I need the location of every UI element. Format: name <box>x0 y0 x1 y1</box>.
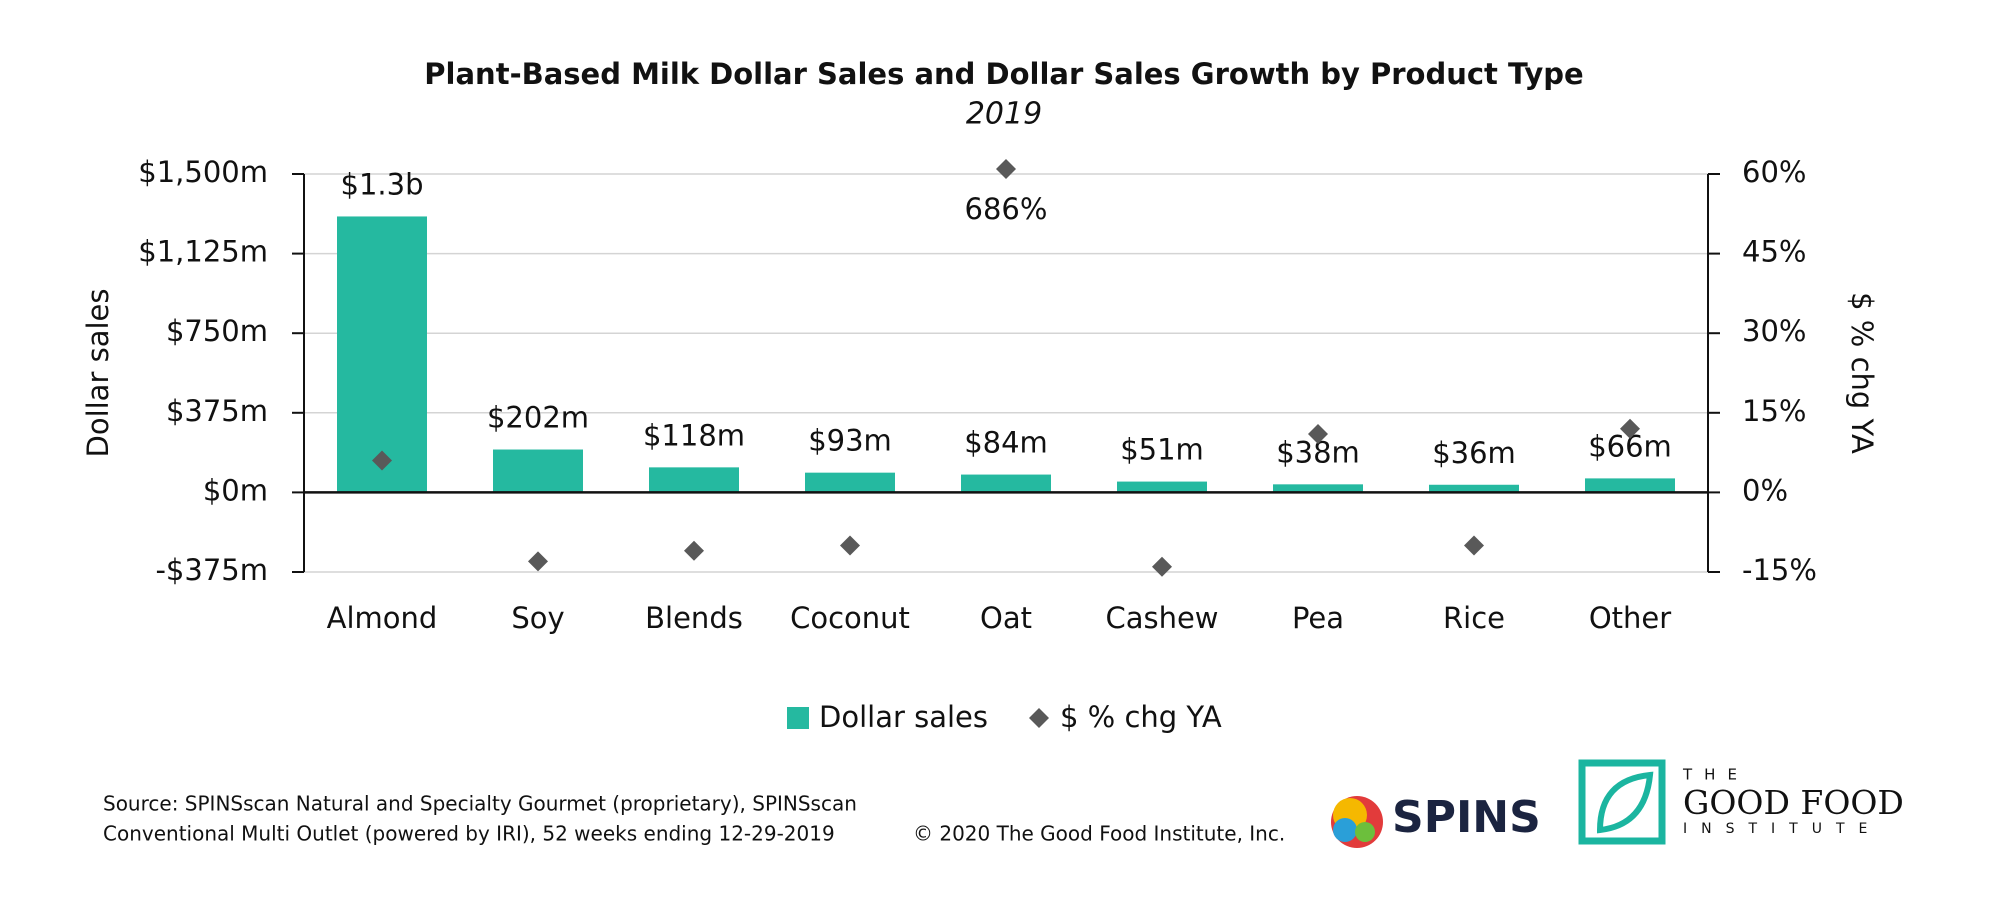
legend-swatch <box>787 707 809 729</box>
y2-tick-label: 45% <box>1742 235 1806 269</box>
y2-tick-label: -15% <box>1742 553 1817 587</box>
bar <box>1585 478 1675 493</box>
diamond-marker <box>372 450 392 471</box>
gfi-logo: THE GOOD FOOD INSTITUTE <box>1578 759 1904 845</box>
gfi-logo-text: THE <box>1682 766 1749 784</box>
x-tick-label: Blends <box>645 601 743 635</box>
y-axis-label: Dollar sales <box>81 289 115 458</box>
bar <box>961 474 1051 493</box>
data-label: $1.3b <box>341 167 424 201</box>
y-tick-label: $1,500m <box>138 155 268 189</box>
source-line: Conventional Multi Outlet (powered by IR… <box>103 822 835 846</box>
logo-icon <box>1596 771 1654 834</box>
spins-logo: SPINS <box>1331 792 1541 848</box>
y2-tick-label: 30% <box>1742 314 1806 348</box>
diamond-marker <box>1464 535 1484 556</box>
bar <box>805 472 895 493</box>
diamond-marker <box>840 535 860 556</box>
bar <box>649 467 739 493</box>
gfi-logo-text: GOOD FOOD <box>1683 783 1904 822</box>
y2-axis-label: $ % chg YA <box>1845 292 1879 454</box>
chart-title: Plant-Based Milk Dollar Sales and Dollar… <box>424 57 1583 91</box>
data-label: $36m <box>1432 436 1516 470</box>
data-label: 686% <box>965 192 1048 226</box>
y2-tick-label: 0% <box>1742 473 1788 507</box>
x-tick-label: Coconut <box>790 601 910 635</box>
legend-label: $ % chg YA <box>1060 700 1222 734</box>
x-tick-label: Other <box>1589 601 1671 635</box>
data-label: $93m <box>808 424 892 458</box>
spins-logo-text: SPINS <box>1392 792 1541 843</box>
gfi-logo-text: INSTITUTE <box>1683 821 1881 837</box>
data-label: $84m <box>964 426 1048 460</box>
legend-label: Dollar sales <box>819 700 988 734</box>
bar <box>337 216 427 493</box>
y-tick-label: -$375m <box>155 553 268 587</box>
bar <box>1273 484 1363 493</box>
x-tick-label: Almond <box>327 601 438 635</box>
data-label: $51m <box>1120 433 1204 467</box>
source-line: Source: SPINSscan Natural and Specialty … <box>103 792 857 816</box>
diamond-marker <box>996 159 1016 179</box>
y-tick-label: $375m <box>166 394 268 428</box>
logo-icon <box>1355 822 1375 842</box>
y-tick-label: $750m <box>166 314 268 348</box>
copyright: © 2020 The Good Food Institute, Inc. <box>913 822 1285 846</box>
legend-swatch <box>1029 708 1049 728</box>
data-label: $118m <box>643 418 745 452</box>
diamond-marker <box>684 540 704 561</box>
y-tick-label: $1,125m <box>138 235 268 269</box>
y2-tick-label: 60% <box>1742 155 1806 189</box>
x-tick-label: Rice <box>1443 601 1505 635</box>
x-tick-label: Oat <box>980 601 1032 635</box>
bar <box>493 449 583 493</box>
x-tick-label: Pea <box>1292 601 1344 635</box>
logo-icon <box>1333 818 1357 842</box>
diamond-marker <box>528 551 548 572</box>
x-tick-label: Soy <box>511 601 564 635</box>
data-label: $202m <box>487 401 589 435</box>
diamond-marker <box>1308 424 1328 445</box>
logo-icon <box>1578 759 1666 845</box>
y-tick-label: $0m <box>203 473 268 507</box>
bar <box>1429 484 1519 493</box>
diamond-marker <box>1620 418 1640 439</box>
diamond-marker <box>1152 556 1172 577</box>
chart-subtitle: 2019 <box>966 97 1042 132</box>
bar <box>1117 481 1207 493</box>
x-tick-label: Cashew <box>1105 601 1218 635</box>
y2-tick-label: 15% <box>1742 394 1806 428</box>
